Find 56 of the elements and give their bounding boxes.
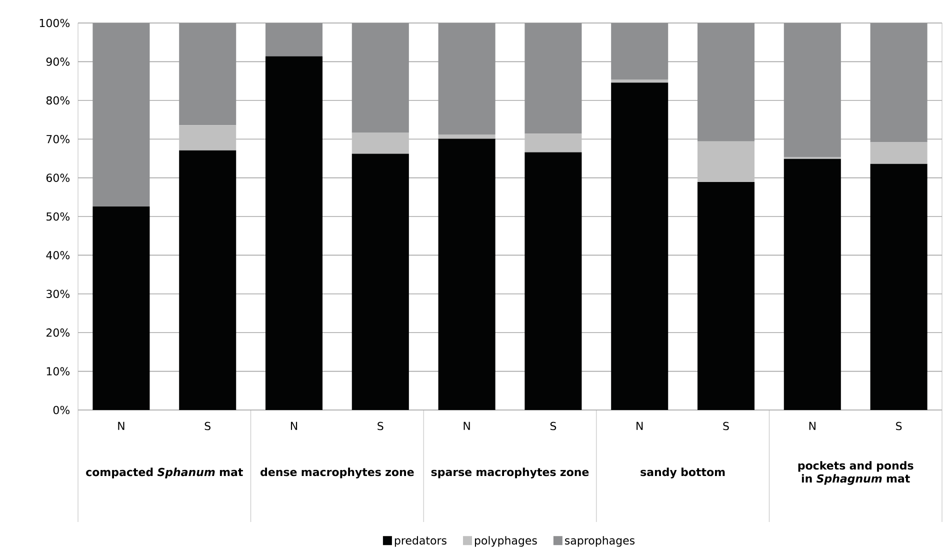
bar — [438, 134, 496, 139]
text: sandy bottom — [640, 468, 725, 478]
x-tick-label: N — [464, 422, 470, 430]
bar — [524, 134, 582, 152]
bar — [352, 22, 409, 133]
bar — [179, 22, 236, 126]
y-tick-label: 10% — [46, 367, 70, 376]
bar — [784, 158, 841, 410]
bar — [352, 154, 409, 410]
x-tick-label: S — [896, 422, 902, 430]
bar — [524, 152, 582, 410]
bar — [870, 142, 928, 164]
legend-label: polyphages — [474, 536, 537, 547]
bar — [611, 80, 668, 83]
text: pockets and ponds in Sphagnum mat — [798, 461, 914, 485]
bar — [611, 22, 668, 80]
bar — [870, 164, 928, 410]
bar — [870, 22, 928, 142]
x-tick-label: S — [378, 422, 384, 430]
y-tick-label: 30% — [46, 290, 70, 298]
bar — [265, 22, 323, 56]
bar — [697, 22, 755, 142]
x-tick-label: S — [204, 422, 210, 430]
y-tick-label: 80% — [46, 96, 70, 105]
x-tick-label: N — [118, 422, 124, 430]
legend-label: predators — [394, 536, 446, 547]
x-tick-label: N — [290, 422, 298, 430]
bar — [92, 22, 150, 206]
y-tick-label: 20% — [46, 328, 70, 337]
legend-label: saprophages — [565, 536, 635, 547]
bar — [352, 132, 409, 154]
bar — [179, 150, 236, 410]
x-tick-label: N — [809, 422, 816, 430]
text: sparse macrophytes zone — [431, 468, 589, 478]
bar — [697, 182, 755, 410]
bar — [438, 138, 496, 410]
bar — [611, 82, 668, 410]
bar — [265, 56, 323, 410]
bar — [179, 125, 236, 150]
x-tick-label: S — [550, 422, 556, 430]
y-tick-label: 0% — [53, 406, 70, 414]
bar — [784, 22, 841, 158]
bar — [524, 22, 582, 134]
text: dense macrophytes zone — [260, 468, 414, 478]
text: compacted Sphanum mat — [86, 468, 243, 478]
y-tick-label: 100% — [40, 18, 70, 28]
y-tick-label: 90% — [46, 58, 70, 66]
y-tick-label: 60% — [46, 174, 70, 182]
bar — [697, 141, 755, 182]
bar — [92, 206, 150, 410]
y-tick-label: 40% — [46, 251, 70, 260]
bar — [438, 22, 496, 134]
x-tick-label: S — [723, 422, 729, 430]
x-tick-label: N — [636, 422, 643, 430]
y-tick-label: 70% — [46, 134, 70, 144]
y-tick-label: 50% — [46, 212, 70, 221]
